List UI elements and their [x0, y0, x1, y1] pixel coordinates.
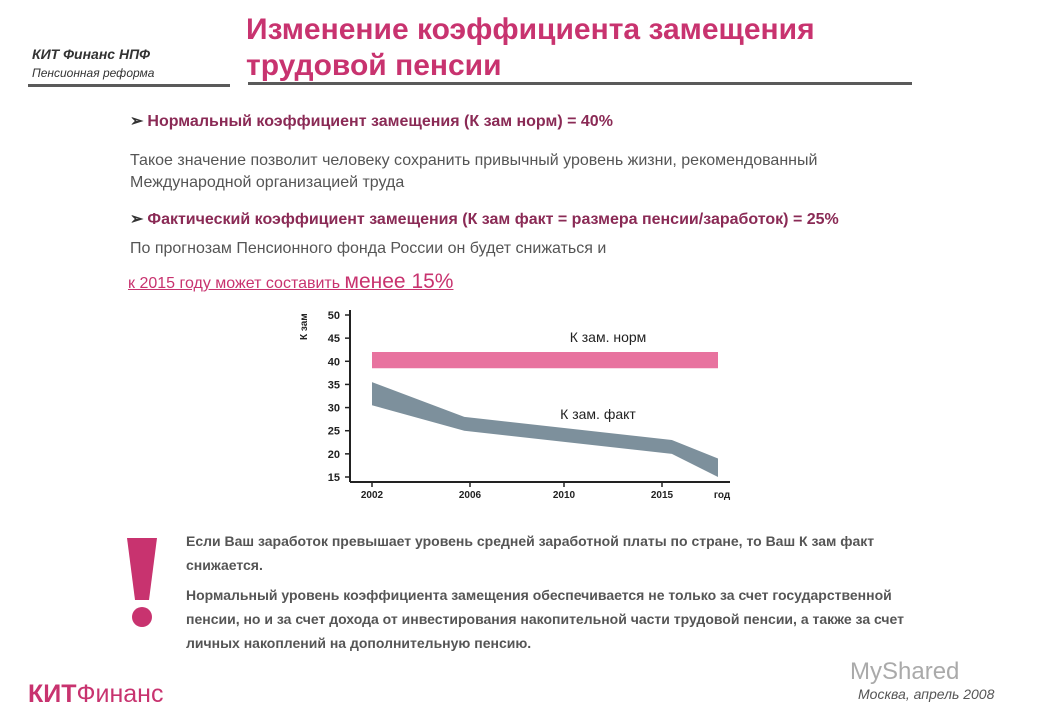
y-tick-label: 20	[328, 449, 340, 461]
brand-block: КИТ Финанс НПФ Пенсионная реформа	[32, 46, 154, 80]
brand-name: КИТ Финанс НПФ	[32, 46, 151, 62]
replacement-ratio-chart: 15 20 25 30 35 40 45 50 2002 2006 2010 2015 год К за…	[299, 310, 731, 501]
logo-bold-text: КИТ	[28, 680, 77, 708]
arrow-bullet-icon: ➢	[130, 113, 144, 130]
y-tick-label: 45	[328, 333, 340, 345]
brand-divider	[28, 84, 230, 87]
forecast-link-text: к 2015 году может составить	[128, 275, 345, 292]
x-tick-label: 2006	[459, 490, 482, 501]
paragraph-normal-explanation: Такое значение позволит человеку сохрани…	[130, 152, 818, 191]
y-tick-label: 25	[328, 426, 340, 438]
y-tick-label: 15	[328, 472, 340, 484]
page-title: Изменение коэффициента замещения трудово…	[246, 12, 966, 84]
series-band-fact	[372, 382, 718, 477]
series-label-norm: К зам. норм	[570, 329, 647, 345]
y-tick-label: 35	[328, 379, 340, 391]
arrow-bullet-icon: ➢	[130, 211, 144, 228]
forecast-link[interactable]: к 2015 году может составить менее 15%	[128, 270, 453, 294]
y-axis-title: К зам	[299, 313, 310, 340]
x-tick-label: 2002	[361, 490, 384, 501]
y-tick-label: 30	[328, 403, 340, 415]
x-tick-label: 2010	[553, 490, 576, 501]
series-label-fact: К зам. факт	[560, 406, 636, 422]
bullet-actual-ratio: ➢ Фактический коэффициент замещения (К за…	[130, 209, 839, 229]
x-tick-label: 2015	[651, 490, 674, 501]
title-divider	[248, 82, 912, 85]
watermark: MyShared	[850, 658, 960, 685]
note-above-average: Если Ваш заработок превышает уровень сре…	[186, 533, 875, 573]
title-line-2: трудовой пенсии	[246, 49, 502, 82]
note-normal-level: Нормальный уровень коэффициента замещени…	[186, 587, 905, 651]
x-tick-label: год	[714, 490, 731, 501]
company-logo: КИТФинанс	[28, 680, 164, 709]
footer-date: Москва, апрель 2008	[858, 686, 995, 702]
brand-subtitle: Пенсионная реформа	[32, 66, 155, 80]
title-line-1: Изменение коэффициента замещения	[246, 13, 815, 46]
series-band-norm	[372, 352, 718, 369]
bullet-normal-ratio: ➢ Нормальный коэффициент замещения (К зам…	[130, 111, 613, 131]
forecast-link-value: менее 15%	[344, 270, 454, 293]
y-tick-label: 50	[328, 310, 340, 322]
bullet-normal-text: Нормальный коэффициент замещения (К зам …	[147, 113, 613, 130]
y-tick-label: 40	[328, 356, 340, 368]
exclamation-icon	[127, 538, 157, 627]
logo-rest-text: Финанс	[76, 680, 164, 708]
bullet-actual-text: Фактический коэффициент замещения (К зам…	[147, 211, 839, 228]
paragraph-forecast: По прогнозам Пенсионного фонда России он…	[130, 240, 607, 257]
